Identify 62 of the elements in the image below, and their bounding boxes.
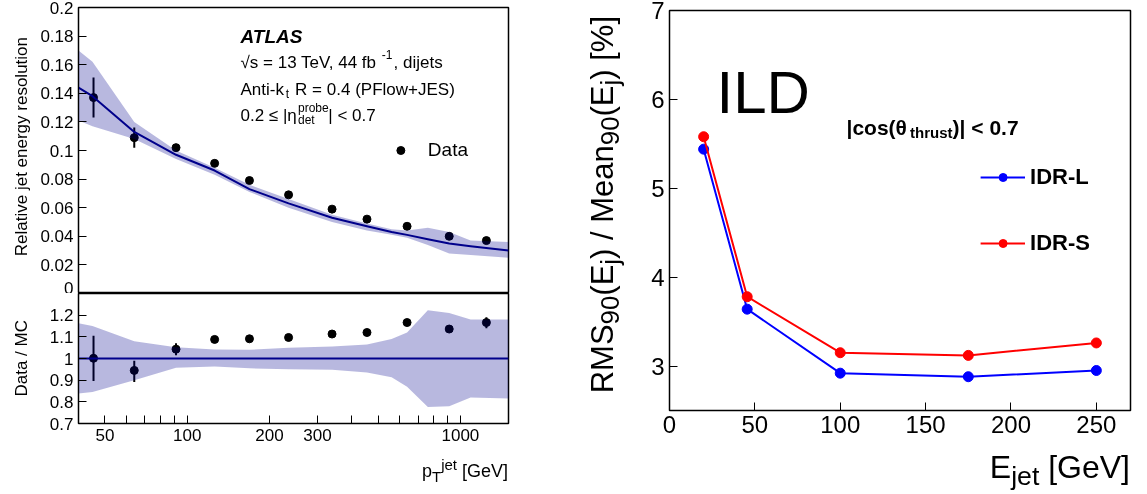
legend-label: Data: [427, 139, 468, 161]
y-tick-label: 0.8: [49, 392, 74, 412]
point: [362, 328, 372, 337]
x-tick-label: 250: [1076, 410, 1117, 438]
point: [481, 236, 491, 246]
x-tick-label: 50: [95, 425, 115, 445]
y-axis-title: Data / MC: [12, 319, 32, 397]
y-tick-label: 0.08: [40, 170, 74, 190]
y-tick-label: 0.16: [40, 55, 74, 75]
point: [1090, 365, 1102, 376]
y-tick-label: 0.14: [40, 84, 74, 104]
point: [129, 365, 139, 375]
point: [244, 176, 254, 186]
legend-label: IDR-S: [1030, 230, 1090, 256]
y-tick-label: 1.2: [49, 306, 74, 326]
x-tick-label: 150: [905, 410, 946, 438]
point: [698, 131, 710, 143]
y-tick-label: 0.9: [49, 371, 74, 391]
point: [1090, 337, 1102, 349]
x-axis-title: E$_{jet}$ [GeV]: [988, 449, 1130, 492]
point: [834, 347, 846, 359]
point: [402, 221, 412, 231]
y-tick-label: 1: [64, 349, 74, 369]
point: [402, 318, 412, 328]
x-axis-title: p$_{T}$$^{jet}$ [GeV]: [420, 456, 508, 486]
point: [962, 349, 974, 361]
point: [284, 332, 294, 342]
point: [962, 371, 974, 383]
x-tick-label: 200: [990, 410, 1032, 438]
y-tick-label: 0.1: [49, 141, 74, 161]
point: [129, 133, 139, 143]
y-tick-label: 0.12: [40, 112, 74, 132]
y-tick-label: 7: [651, 0, 665, 24]
point: [834, 367, 846, 379]
y-tick-label: 5: [651, 174, 665, 202]
point: [362, 214, 372, 224]
x-tick-label: 100: [820, 410, 861, 438]
y-tick-label: 3: [651, 352, 665, 380]
y-tick-label: 1.1: [49, 327, 74, 347]
x-tick-label: 100: [173, 425, 202, 445]
point: [244, 334, 254, 344]
point: [284, 190, 294, 200]
annotation: ATLAS: [239, 26, 303, 47]
x-tick-label: 200: [255, 425, 284, 445]
y-tick-label: 0.2: [49, 0, 74, 18]
point: [481, 318, 491, 328]
y-tick-label: 0.04: [40, 227, 74, 247]
y-tick-label: 0: [64, 278, 74, 298]
point: [741, 303, 753, 315]
y-tick-label: 0.02: [40, 255, 74, 275]
x-tick-label: 300: [303, 425, 332, 445]
y-tick-label: 4: [651, 263, 665, 291]
x-tick-label: 1000: [441, 425, 480, 445]
x-tick-label: 50: [741, 410, 769, 438]
y-tick-label: 6: [651, 85, 665, 113]
legend-label: IDR-L: [1030, 164, 1089, 190]
y-tick-label: 0.7: [49, 414, 74, 434]
y-tick-label: 0.18: [40, 27, 74, 47]
y-axis-title: Relative jet energy resolution: [12, 36, 32, 257]
annotation: ILD: [716, 59, 810, 126]
point: [741, 291, 753, 303]
y-tick-label: 0.06: [40, 198, 74, 218]
